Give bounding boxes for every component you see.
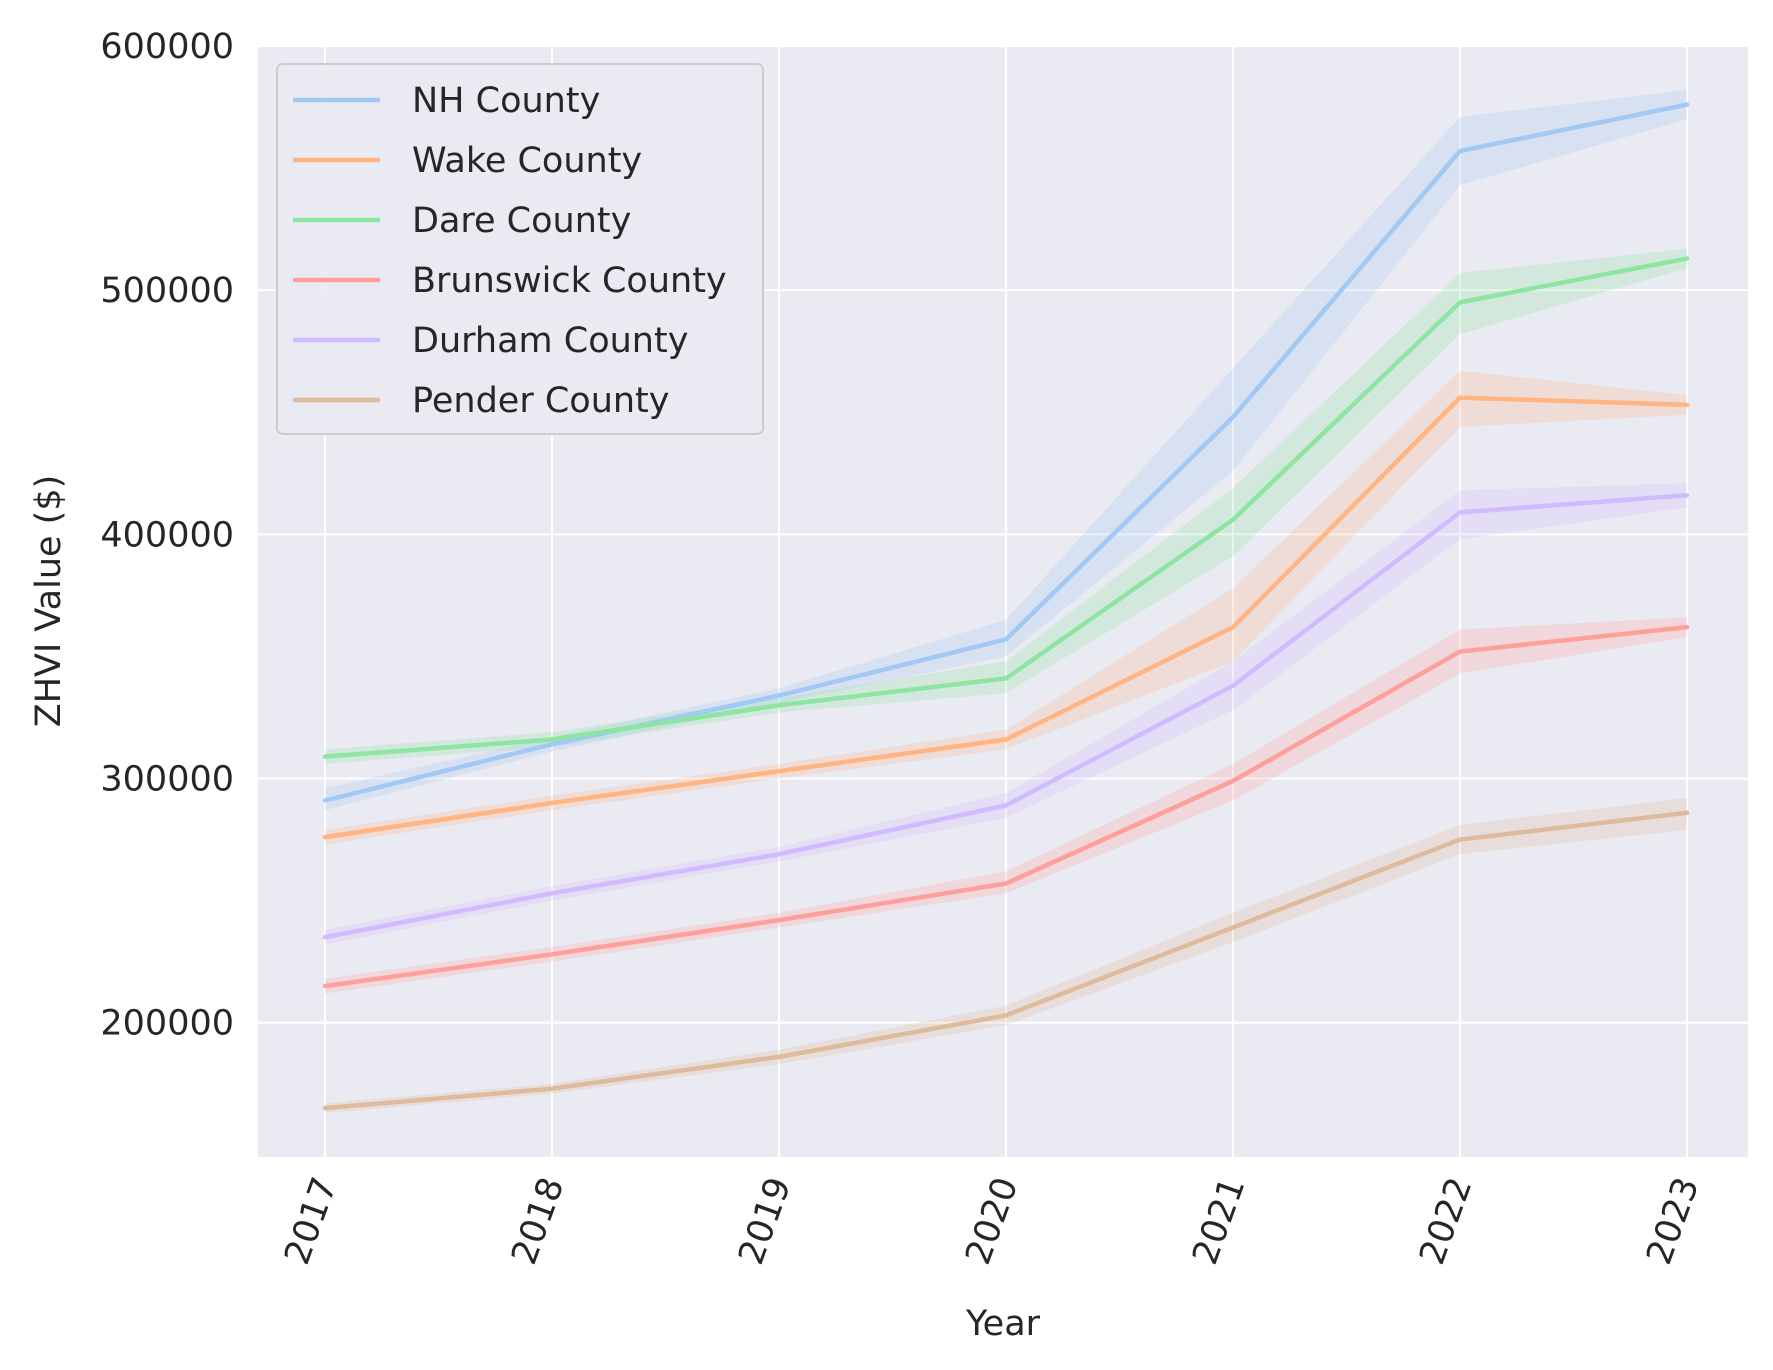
legend: NH County Wake County Dare County Brunswick…: [276, 63, 764, 435]
legend-label: Durham County: [412, 321, 688, 361]
series-line: [322, 256, 1690, 759]
y-tick-label: 400000: [100, 515, 234, 555]
x-tick-label: 2021: [1185, 1172, 1253, 1269]
x-tick-label: 2019: [731, 1172, 799, 1269]
y-tick-label: 600000: [100, 27, 234, 67]
y-axis-label: ZHVI Value ($): [29, 475, 69, 728]
legend-box: [276, 63, 764, 435]
series-lines: [322, 102, 1690, 1111]
y-tick-label: 200000: [100, 1004, 234, 1044]
confidence-band: [325, 248, 1687, 764]
legend-label: Dare County: [412, 201, 631, 241]
confidence-band: [325, 89, 1687, 811]
series-line: [322, 102, 1690, 803]
y-axis-ticks: 200000 300000 400000 500000 600000: [100, 27, 234, 1044]
series-line: [322, 493, 1690, 940]
x-tick-label: 2022: [1412, 1172, 1480, 1269]
confidence-band: [325, 370, 1687, 845]
legend-label: Wake County: [412, 141, 642, 181]
grid: [258, 45, 1748, 1157]
x-axis-label: Year: [965, 1304, 1041, 1344]
series-line: [322, 624, 1690, 989]
x-tick-label: 2017: [277, 1172, 345, 1269]
y-tick-label: 500000: [100, 271, 234, 311]
x-tick-label: 2023: [1639, 1172, 1707, 1269]
confidence-band: [325, 798, 1687, 1114]
x-axis-ticks: 2017 2018 2019 2020 2021 2022 2023: [277, 1172, 1707, 1269]
x-tick-label: 2020: [958, 1172, 1026, 1269]
y-tick-label: 300000: [100, 760, 234, 800]
legend-label: Pender County: [412, 381, 670, 421]
x-tick-label: 2018: [504, 1172, 572, 1269]
series-line: [322, 810, 1690, 1111]
confidence-band: [325, 617, 1687, 994]
legend-label: Brunswick County: [412, 261, 727, 301]
series-line: [322, 395, 1690, 840]
legend-label: NH County: [412, 81, 600, 121]
